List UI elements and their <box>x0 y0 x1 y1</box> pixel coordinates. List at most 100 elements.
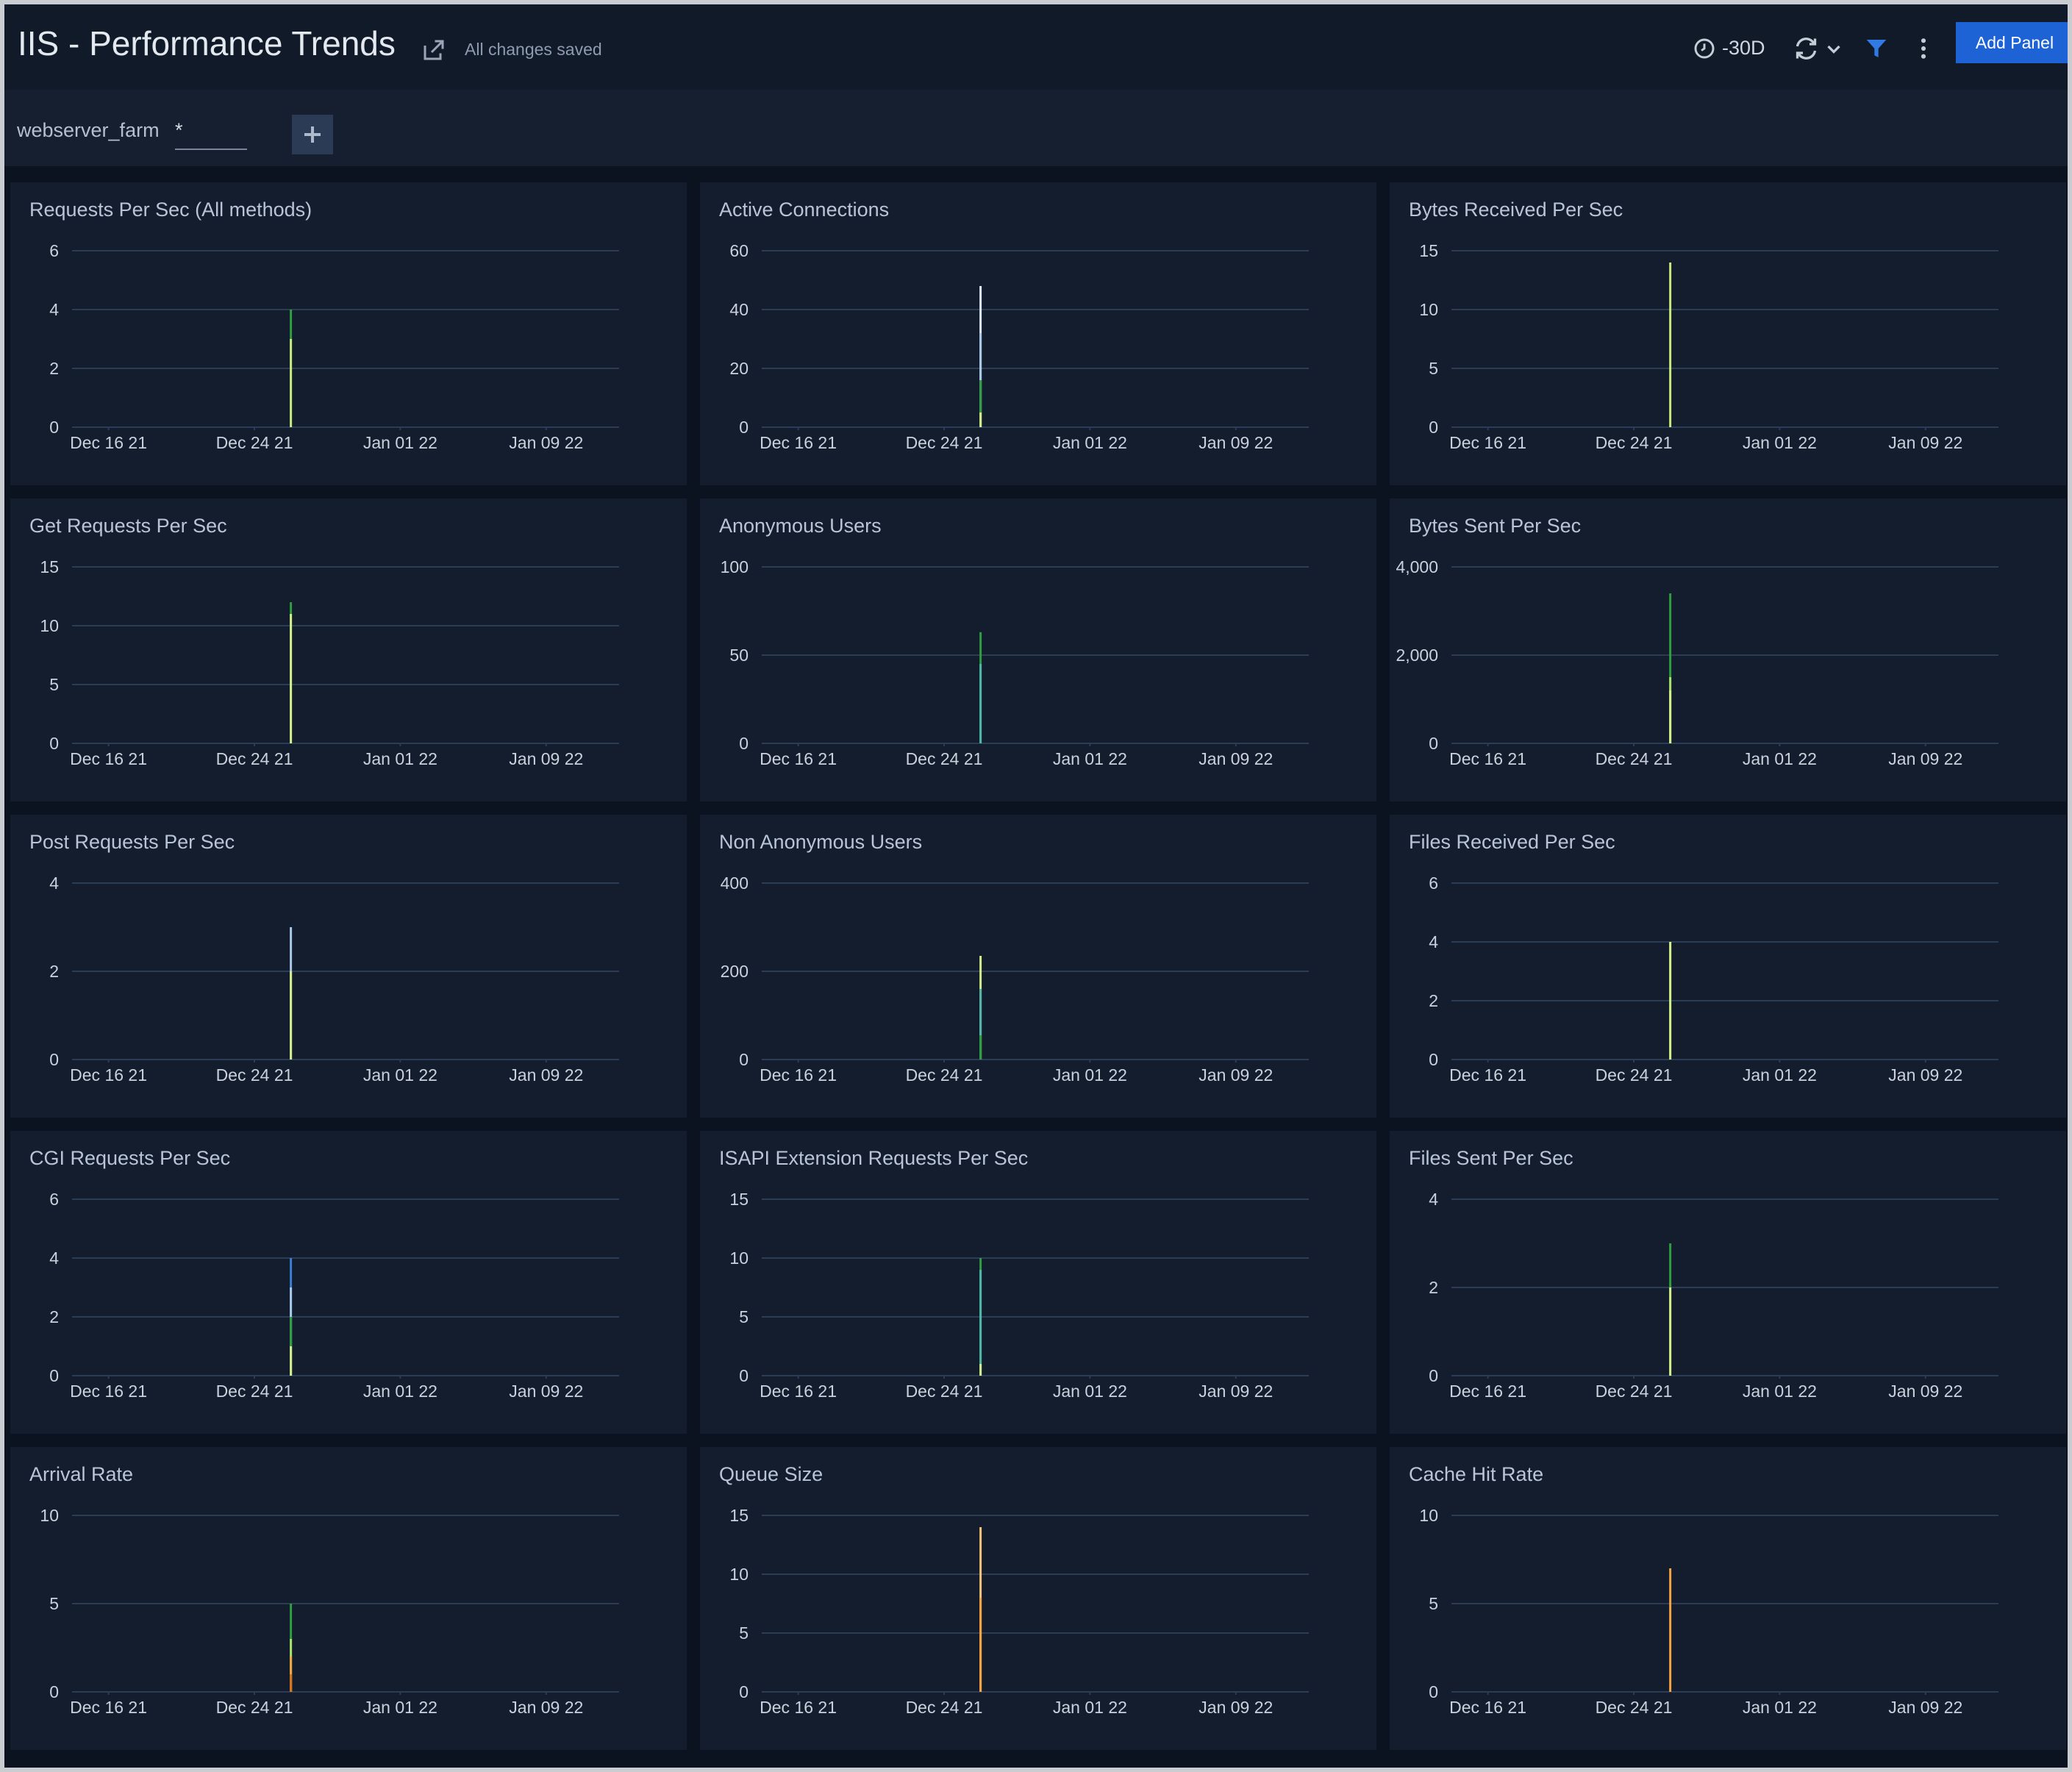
y-tick-label: 10 <box>1419 1506 1438 1525</box>
panel-title: Cache Hit Rate <box>1409 1463 1543 1485</box>
share-icon[interactable] <box>421 37 447 63</box>
y-tick-label: 0 <box>49 1366 59 1385</box>
y-tick-label: 15 <box>40 557 59 576</box>
panel: Files Sent Per Sec 0 2 4 Dec 16 21 Dec 24 21 J… <box>1390 1131 2066 1434</box>
panel: Active Connections 0 20 40 60 Dec 16 21 Dec 24… <box>700 182 1376 485</box>
x-tick-label: Jan 09 22 <box>1888 1698 1962 1717</box>
y-tick-label: 0 <box>49 734 59 753</box>
bar <box>290 339 293 427</box>
y-tick-label: 4 <box>1429 1190 1438 1209</box>
y-tick-label: 5 <box>49 675 59 694</box>
panel-title: Arrival Rate <box>29 1463 133 1485</box>
x-tick-label: Jan 09 22 <box>509 433 583 452</box>
bar <box>979 1035 982 1060</box>
filter-value[interactable]: * <box>175 119 247 150</box>
x-tick-label: Dec 24 21 <box>216 1382 293 1401</box>
x-tick-label: Dec 16 21 <box>1449 1065 1526 1085</box>
y-tick-label: 4 <box>1429 932 1438 951</box>
y-tick-label: 20 <box>729 359 749 378</box>
bar <box>290 1346 293 1376</box>
x-tick-label: Jan 09 22 <box>1888 749 1962 768</box>
y-tick-label: 2 <box>49 962 59 981</box>
panel-title: Bytes Received Per Sec <box>1409 199 1623 221</box>
y-tick-label: 2,000 <box>1396 646 1438 665</box>
x-tick-label: Dec 16 21 <box>760 1065 837 1085</box>
menu-icon[interactable] <box>1916 37 1931 60</box>
bar <box>290 1674 293 1692</box>
panel: Bytes Received Per Sec 0 5 10 15 Dec 16 21 Dec… <box>1390 182 2066 485</box>
time-range[interactable]: -30D <box>1722 37 1765 59</box>
y-tick-label: 5 <box>739 1307 749 1326</box>
chart: Requests Per Sec (All methods) 0 2 4 6 Dec 16… <box>29 199 619 452</box>
y-tick-label: 10 <box>40 1506 59 1525</box>
filter-name: webserver_farm <box>17 119 160 141</box>
x-tick-label: Jan 01 22 <box>1053 433 1127 452</box>
x-tick-label: Jan 01 22 <box>1743 1698 1817 1717</box>
x-tick-label: Dec 24 21 <box>1596 1698 1673 1717</box>
panel-title: Anonymous Users <box>719 515 882 537</box>
filter-icon[interactable] <box>1865 37 1888 60</box>
bar <box>979 1270 982 1376</box>
x-tick-label: Dec 24 21 <box>1596 433 1673 452</box>
chart: Post Requests Per Sec 0 2 4 Dec 16 21 Dec 24 … <box>29 831 619 1085</box>
panel: Queue Size 0 5 10 15 Dec 16 21 Dec 24 21 Jan 01… <box>700 1447 1376 1750</box>
x-tick-label: Dec 24 21 <box>216 433 293 452</box>
y-tick-label: 4 <box>49 874 59 893</box>
panel: Post Requests Per Sec 0 2 4 Dec 16 21 Dec 24 … <box>10 815 687 1118</box>
x-tick-label: Jan 01 22 <box>363 749 437 768</box>
y-tick-label: 50 <box>729 646 749 665</box>
chart: Queue Size 0 5 10 15 Dec 16 21 Dec 24 21 Jan 01… <box>719 1463 1309 1717</box>
y-tick-label: 0 <box>739 1050 749 1069</box>
panel-title: ISAPI Extension Requests Per Sec <box>719 1147 1028 1169</box>
x-tick-label: Dec 16 21 <box>1449 433 1526 452</box>
x-tick-label: Jan 01 22 <box>1053 1382 1127 1401</box>
bar <box>979 1598 982 1692</box>
x-tick-label: Dec 16 21 <box>760 433 837 452</box>
panel: Anonymous Users 0 50 100 Dec 16 21 Dec 24 21 J… <box>700 499 1376 801</box>
bar <box>1669 1568 1672 1692</box>
y-tick-label: 0 <box>739 734 749 753</box>
chart: Files Received Per Sec 0 2 4 6 Dec 16 21 Dec 2… <box>1409 831 1998 1085</box>
chart: CGI Requests Per Sec 0 2 4 6 Dec 16 21 Dec 24 … <box>29 1147 619 1401</box>
chart: Bytes Sent Per Sec 0 2,000 4,000 Dec 16 21 De… <box>1396 515 1998 768</box>
x-tick-label: Dec 24 21 <box>906 433 983 452</box>
x-tick-label: Jan 01 22 <box>363 1065 437 1085</box>
chart: Cache Hit Rate 0 5 10 Dec 16 21 Dec 24 21 Jan … <box>1409 1463 1998 1717</box>
chart: Non Anonymous Users 0 200 400 Dec 16 21 Dec 2… <box>719 831 1309 1085</box>
y-tick-label: 2 <box>49 1307 59 1326</box>
y-tick-label: 0 <box>49 1682 59 1701</box>
x-tick-label: Dec 24 21 <box>906 1065 983 1085</box>
x-tick-label: Dec 24 21 <box>216 1065 293 1085</box>
add-panel-button[interactable]: Add Panel <box>1956 22 2068 63</box>
x-tick-label: Jan 09 22 <box>1198 433 1273 452</box>
bar <box>979 989 982 1060</box>
bar <box>1669 690 1672 743</box>
panel-title: Queue Size <box>719 1463 823 1485</box>
bar <box>979 664 982 743</box>
y-tick-label: 5 <box>1429 1594 1438 1613</box>
x-tick-label: Jan 01 22 <box>363 1698 437 1717</box>
x-tick-label: Jan 09 22 <box>1198 749 1273 768</box>
add-filter-button[interactable] <box>292 115 333 154</box>
x-tick-label: Jan 09 22 <box>509 1065 583 1085</box>
y-tick-label: 0 <box>1429 734 1438 753</box>
panel: Cache Hit Rate 0 5 10 Dec 16 21 Dec 24 21 Jan … <box>1390 1447 2066 1750</box>
y-tick-label: 0 <box>1429 418 1438 437</box>
refresh-icon[interactable] <box>1793 35 1844 62</box>
x-tick-label: Dec 16 21 <box>1449 749 1526 768</box>
y-tick-label: 0 <box>1429 1050 1438 1069</box>
clock-icon[interactable] <box>1693 37 1716 60</box>
panel-title: Bytes Sent Per Sec <box>1409 515 1581 537</box>
y-tick-label: 10 <box>729 1565 749 1584</box>
panel-title: Files Received Per Sec <box>1409 831 1615 853</box>
y-tick-label: 5 <box>739 1623 749 1643</box>
chart: Anonymous Users 0 50 100 Dec 16 21 Dec 24 21 J… <box>719 515 1309 768</box>
chart: ISAPI Extension Requests Per Sec 0 5 10 15 De… <box>719 1147 1309 1401</box>
x-tick-label: Dec 24 21 <box>906 1382 983 1401</box>
y-tick-label: 0 <box>1429 1366 1438 1385</box>
panel-title: Active Connections <box>719 199 889 221</box>
panel: ISAPI Extension Requests Per Sec 0 5 10 15 De… <box>700 1131 1376 1434</box>
bar <box>1669 593 1672 743</box>
y-tick-label: 6 <box>1429 874 1438 893</box>
